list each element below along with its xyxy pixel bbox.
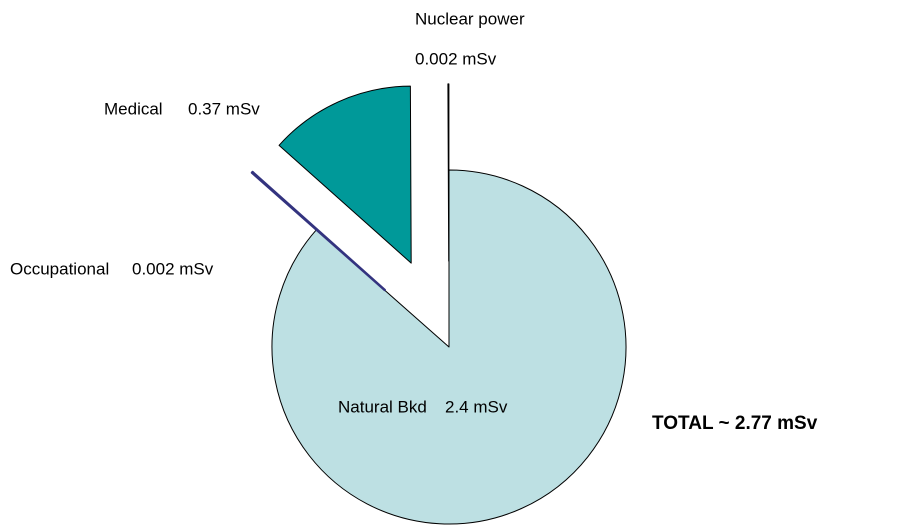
slice-value-label: 0.002 mSv — [132, 259, 214, 278]
slice-value-label: 0.002 mSv — [415, 49, 497, 68]
slice-label: Medical — [104, 99, 163, 118]
slice-label: Occupational — [10, 259, 109, 278]
annotation: TOTAL ~ 2.77 mSv — [652, 413, 818, 434]
pie — [250, 83, 627, 525]
pie-slice — [278, 85, 412, 264]
slice-value-label: 2.4 mSv — [445, 397, 508, 416]
slice-value-label: 0.37 mSv — [188, 99, 260, 118]
pie-slice — [250, 170, 386, 292]
pie-slice — [447, 83, 450, 262]
slice-label: Nuclear power — [415, 9, 525, 28]
slice-label: Natural Bkd — [338, 397, 427, 416]
pie-slice — [271, 169, 627, 525]
